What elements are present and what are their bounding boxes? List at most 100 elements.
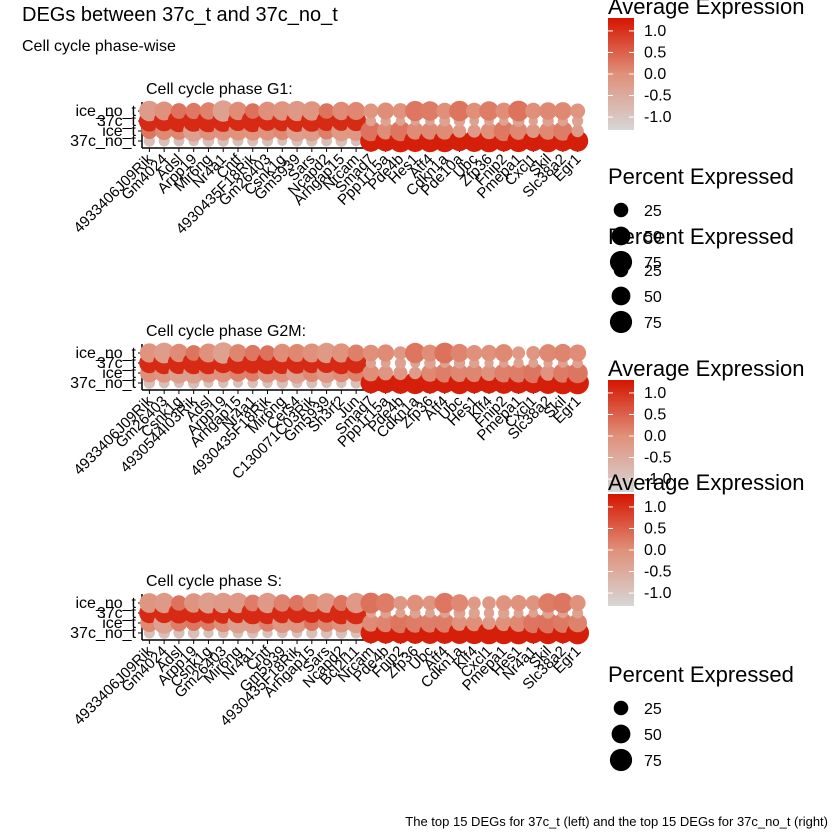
dot-2-20-3 — [434, 592, 455, 614]
dot-1-17-3 — [393, 346, 408, 360]
dot-2-23-2 — [483, 607, 495, 619]
dot-1-28-3 — [553, 343, 572, 363]
legend-size-label: 50 — [644, 727, 662, 744]
legend-size-label: 25 — [644, 263, 662, 280]
dot-2-8-3 — [257, 592, 278, 614]
panel-title-0: Cell cycle phase G1: — [146, 81, 293, 98]
legend-size-dot-dup-2 — [609, 310, 633, 334]
dot-0-1-3 — [154, 101, 174, 121]
dot-2-24-1 — [495, 614, 512, 632]
dot-1-10-3 — [288, 344, 307, 362]
dot-1-24-1 — [494, 363, 514, 383]
dot-2-19-1 — [420, 613, 440, 633]
dot-2-24-3 — [495, 595, 512, 611]
legend-color-tick: -1.0 — [644, 585, 672, 602]
legend-color-tick: 0.0 — [644, 542, 666, 559]
dot-2-3-3 — [183, 593, 204, 613]
dot-1-19-1 — [421, 364, 439, 382]
dot-0-16-1 — [377, 122, 395, 140]
dot-2-25-1 — [509, 614, 528, 632]
caption: The top 15 DEGs for 37c_t (left) and the… — [405, 814, 828, 829]
legend-color-title-0: Average Expression — [608, 0, 805, 19]
dot-1-15-3 — [362, 344, 380, 362]
legend-color-tick: 0.0 — [644, 66, 666, 83]
dot-1-14-3 — [347, 344, 365, 362]
legend-size-dot-2-2 — [609, 748, 633, 772]
dot-1-19-3 — [421, 344, 439, 362]
dot-1-17-1 — [393, 365, 408, 381]
legend-color-tick: 0.5 — [644, 44, 666, 61]
y-tick-label: ice_no_t — [76, 103, 137, 120]
dot-0-4-3 — [199, 102, 218, 120]
dot-0-29-0 — [567, 130, 589, 152]
legend-color-tick: 1.0 — [644, 385, 666, 402]
dot-1-27-3 — [539, 344, 557, 362]
dot-0-11-3 — [302, 101, 322, 121]
dot-0-12-3 — [318, 103, 335, 119]
dot-0-15-1 — [360, 120, 382, 142]
dot-0-21-1 — [452, 124, 467, 138]
legend-size-dot-2-0 — [613, 700, 629, 716]
dot-2-15-1 — [362, 614, 380, 632]
y-tick-label: ice_t — [102, 615, 136, 632]
dot-1-26-2 — [528, 358, 539, 368]
legend-color-tick: -1.0 — [644, 471, 672, 488]
dot-1-17-2 — [394, 357, 407, 369]
legend-size-dot-dup-1 — [611, 286, 631, 306]
dot-2-23-3 — [482, 596, 496, 610]
dot-1-18-1 — [408, 366, 422, 380]
dot-2-21-1 — [451, 615, 468, 631]
dot-2-7-3 — [244, 594, 262, 612]
legend-size-title-2: Percent Expressed — [608, 662, 794, 687]
y-tick-label: 37c_t — [97, 605, 137, 622]
dot-2-5-3 — [213, 592, 234, 614]
dot-1-23-3 — [480, 344, 498, 362]
x-tick-label: 4933406J09Rik — [70, 150, 156, 236]
y-tick-label: ice_no_t — [76, 345, 137, 362]
dot-2-27-3 — [538, 593, 558, 613]
dot-0-20-1 — [436, 122, 454, 140]
dot-0-25-1 — [509, 122, 528, 140]
dot-1-20-3 — [434, 342, 456, 364]
dot-0-21-0 — [449, 130, 470, 152]
legend-color-tick: -0.5 — [644, 564, 672, 581]
legend-color-tick: -0.5 — [644, 450, 672, 467]
dot-2-21-3 — [450, 594, 469, 612]
legend-size-dot-0-0 — [613, 202, 629, 218]
legend-color-title-1: Average Expression — [608, 356, 805, 381]
legend-size-title-0: Percent Expressed — [608, 164, 794, 189]
dot-0-29-3 — [570, 103, 586, 119]
dot-2-26-3 — [525, 595, 541, 611]
dot-0-10-3 — [286, 100, 308, 122]
dot-1-8-3 — [259, 345, 276, 361]
dot-2-2-3 — [171, 595, 187, 611]
legend-size-title-dup: Percent Expressed — [608, 224, 794, 249]
dot-0-17-2 — [395, 116, 406, 126]
dot-0-7-3 — [244, 103, 261, 119]
legend-color-tick: 1.0 — [644, 499, 666, 516]
page-title: DEGs between 37c_t and 37c_no_t — [22, 4, 338, 26]
dot-2-29-3 — [569, 595, 586, 611]
legend-size-dot-0-1 — [611, 226, 631, 246]
dot-0-18-3 — [405, 100, 426, 122]
legend-size-label: 50 — [644, 289, 662, 306]
dot-2-0-3 — [139, 593, 160, 613]
dot-0-27-3 — [539, 102, 557, 120]
y-tick-label: ice_t — [102, 123, 136, 140]
dot-1-2-3 — [169, 343, 189, 363]
legend-size-label: 75 — [644, 753, 662, 770]
legend-color-title-2: Average Expression — [608, 470, 805, 495]
y-tick-label: ice_t — [102, 365, 136, 382]
dot-1-16-1 — [378, 365, 394, 381]
dot-1-22-1 — [465, 364, 484, 382]
dot-1-9-3 — [273, 343, 292, 363]
y-tick-label: ice_no_t — [76, 595, 137, 612]
dot-2-18-3 — [406, 594, 424, 612]
dot-2-23-1 — [482, 616, 496, 630]
dot-0-27-1 — [539, 122, 557, 140]
dot-1-15-1 — [362, 364, 380, 382]
legend-color-tick: -1.0 — [644, 109, 672, 126]
dot-0-29-1 — [571, 124, 584, 138]
legend-size-label: 50 — [644, 229, 662, 246]
